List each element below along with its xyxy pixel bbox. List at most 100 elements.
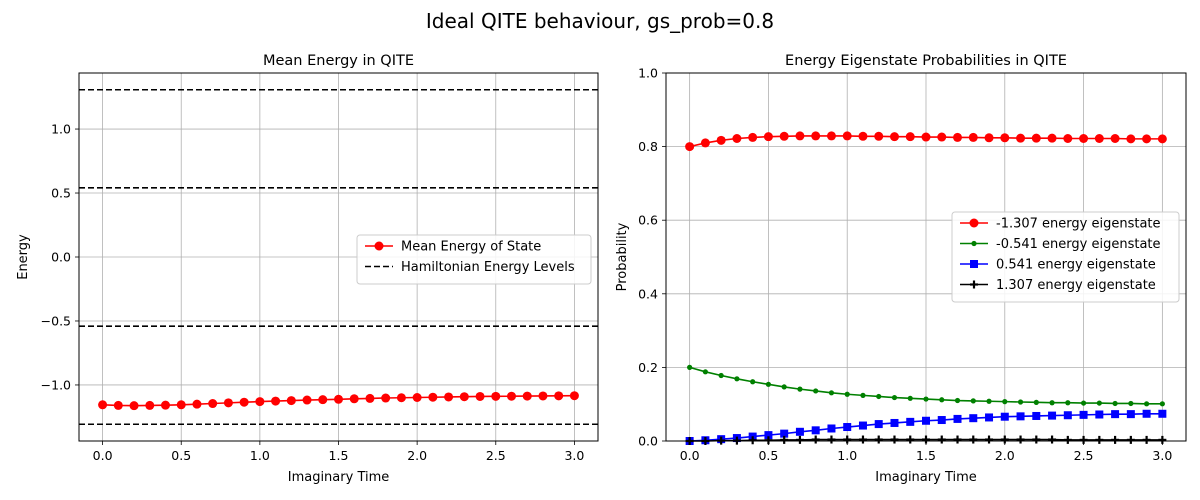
y-tick-label: 1.0 [638, 66, 658, 81]
data-point [953, 435, 962, 444]
data-point [522, 391, 532, 401]
data-point [985, 435, 994, 444]
data-point [1017, 399, 1024, 405]
data-point [984, 133, 994, 143]
data-point [939, 397, 945, 403]
data-point [554, 391, 564, 401]
data-point [750, 379, 756, 385]
data-point [813, 388, 819, 394]
legend-label-eigenstate-0541: 0.541 energy eigenstate [996, 258, 1156, 273]
data-point [1049, 400, 1055, 406]
data-point [192, 399, 202, 409]
data-point [1111, 410, 1120, 419]
data-point [811, 426, 820, 435]
mean-energy-series [79, 88, 598, 426]
y-tick-label: 0.5 [51, 186, 71, 201]
data-point [444, 392, 454, 402]
data-point [1032, 435, 1041, 444]
series-markers-0-541-energy-eigenstate [687, 364, 1165, 407]
data-point [1095, 410, 1104, 419]
probabilities-legend: -1.307 energy eigenstate -0.541 energy e… [951, 211, 1180, 303]
data-point [1111, 435, 1120, 444]
data-point [569, 391, 579, 401]
data-point [780, 429, 789, 438]
data-point [954, 397, 961, 404]
data-point [98, 400, 108, 410]
data-point [953, 414, 962, 423]
y-tick-label: −0.5 [41, 313, 71, 328]
y-tick-label: 0.6 [638, 213, 658, 228]
probabilities-title: Energy Eigenstate Probabilities in QITE [785, 53, 1067, 69]
data-point [1016, 133, 1026, 143]
legend-marker-swatch [970, 280, 978, 289]
data-point [1002, 399, 1008, 405]
data-point [1079, 134, 1089, 144]
data-point [1095, 435, 1104, 444]
data-point [858, 421, 867, 430]
data-point [1112, 400, 1118, 407]
data-point [937, 435, 946, 444]
data-point [985, 413, 994, 422]
data-point [795, 427, 804, 436]
data-point [889, 132, 899, 142]
y-tick-label: 0.0 [638, 434, 658, 449]
mean-energy-y-axis-label: Energy [16, 234, 31, 280]
data-point [365, 393, 375, 403]
data-point [842, 131, 852, 141]
data-point [1126, 134, 1136, 144]
data-point [969, 435, 978, 444]
data-point [1063, 435, 1072, 444]
legend-entry-eigenstate-neg-0541: -0.541 energy eigenstate [960, 237, 1161, 252]
data-point [1158, 409, 1167, 418]
data-point [396, 393, 406, 403]
mean-energy-legend: Mean Energy of State Hamiltonian Energy … [356, 234, 592, 285]
data-point [906, 435, 915, 444]
data-point [1016, 435, 1025, 444]
data-point [716, 135, 726, 145]
data-point [208, 399, 218, 409]
data-point [223, 398, 233, 408]
x-tick-label: 2.5 [1074, 448, 1094, 463]
data-point [876, 393, 882, 400]
data-point [1080, 400, 1087, 406]
x-tick-label: 0.5 [758, 448, 778, 463]
data-point [685, 142, 695, 152]
data-point [334, 394, 343, 404]
data-point [986, 398, 992, 404]
mean-energy-y-ticks: −1.0 −0.5 0.0 0.5 1.0 [41, 122, 79, 392]
y-tick-label: 0.2 [638, 360, 658, 375]
data-point [890, 418, 899, 427]
data-point [1063, 134, 1073, 144]
data-point [763, 132, 773, 142]
mean-energy-title: Mean Energy in QITE [263, 53, 414, 69]
data-point [781, 384, 787, 390]
data-point [891, 394, 898, 401]
data-point [687, 364, 693, 370]
legend-entry-eigenstate-neg-1307: -1.307 energy eigenstate [960, 217, 1161, 232]
data-point [538, 391, 548, 401]
data-point [1157, 134, 1167, 144]
data-point [906, 417, 915, 426]
data-point [475, 391, 485, 401]
y-tick-label: 0.0 [51, 250, 71, 265]
data-point [780, 435, 789, 444]
data-point [922, 416, 930, 425]
data-point [700, 138, 710, 148]
data-point [318, 395, 328, 405]
data-point [1048, 435, 1057, 444]
legend-marker-swatch [970, 260, 978, 268]
data-point [161, 400, 170, 410]
data-point [1126, 435, 1135, 444]
data-point [1033, 399, 1039, 405]
x-tick-label: 0.0 [680, 448, 700, 463]
data-point [1159, 401, 1165, 407]
mean-energy-plot: 0.0 0.5 1.0 1.5 2.0 2.5 3.0 −1.0−0.50.00.51.0 … [16, 53, 599, 485]
data-point [1126, 410, 1135, 419]
data-point [412, 392, 422, 402]
data-point [811, 435, 820, 444]
y-tick-label: −1.0 [41, 377, 71, 392]
data-point [1065, 400, 1071, 406]
data-point [811, 131, 821, 141]
x-tick-label: 2.0 [407, 448, 427, 463]
data-point [795, 435, 804, 444]
